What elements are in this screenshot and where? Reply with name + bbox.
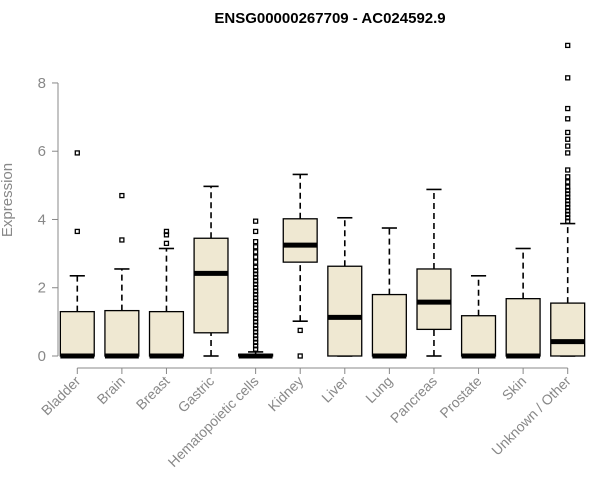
boxes-layer (59, 42, 586, 359)
box-group (193, 185, 229, 357)
outlier-point (252, 218, 259, 224)
box-group (148, 228, 185, 359)
box-iqr (505, 298, 541, 357)
x-tick-label: Unknown / Other (488, 373, 574, 459)
outlier-point (565, 174, 571, 180)
box-iqr (104, 309, 140, 357)
x-tick-label: Liver (318, 373, 351, 406)
box-iqr (416, 268, 452, 331)
x-tick-label: Breast (133, 373, 173, 413)
x-tick-label: Lung (362, 373, 395, 406)
outlier-point (119, 237, 125, 243)
outlier-point (74, 228, 80, 235)
x-tick-label: Pancreas (387, 373, 440, 426)
box-iqr (282, 218, 318, 263)
outlier-point (252, 228, 259, 235)
x-tick-label: Skin (499, 373, 530, 404)
x-tick-label: Bladder (38, 373, 84, 419)
y-tick-label: 0 (38, 348, 46, 365)
box-iqr (371, 293, 407, 357)
outlier-point (297, 353, 303, 359)
outlier-point (565, 143, 571, 149)
x-tick-label: Prostate (436, 373, 484, 421)
outlier-point (163, 240, 170, 247)
outlier-point (119, 192, 125, 199)
outlier-point (565, 42, 571, 49)
box-group (550, 42, 586, 357)
y-tick-label: 6 (38, 143, 46, 160)
y-tick-label: 8 (38, 75, 46, 92)
y-axis-label: Expression (0, 163, 16, 237)
outlier-point (565, 179, 571, 185)
box-group (416, 188, 452, 357)
outlier-point (252, 264, 259, 270)
outlier-point (297, 327, 303, 334)
x-tick-label: Brain (94, 373, 128, 407)
outlier-point (252, 254, 259, 260)
box-iqr (550, 302, 586, 357)
outlier-point (565, 167, 571, 173)
outlier-point (565, 116, 571, 122)
y-tick-label: 4 (38, 211, 46, 228)
chart-title: ENSG00000267709 - AC024592.9 (214, 10, 445, 27)
box-group (327, 216, 363, 357)
outlier-point (565, 136, 571, 142)
outlier-point (252, 259, 259, 265)
outlier-point (565, 105, 571, 112)
box-iqr (59, 310, 95, 357)
outlier-point (565, 150, 571, 156)
y-axis: 0 2 4 6 8 (38, 75, 59, 365)
box-group (238, 218, 274, 359)
outlier-point (565, 129, 571, 136)
outlier-point (252, 249, 259, 255)
outlier-point (163, 228, 170, 235)
outlier-point (565, 75, 571, 81)
box-iqr (460, 315, 497, 357)
outlier-point (74, 150, 80, 156)
box-group (371, 227, 407, 359)
box-group (104, 192, 140, 359)
box-iqr (148, 310, 185, 357)
box-iqr (327, 265, 363, 357)
box-group (282, 173, 318, 359)
outlier-point (252, 239, 259, 245)
x-tick-label: Kidney (265, 373, 307, 415)
outlier-point (565, 184, 571, 190)
box-group (505, 247, 541, 359)
outlier-point (252, 244, 259, 250)
box-group (460, 274, 497, 359)
y-tick-label: 2 (38, 280, 46, 297)
box-group (59, 150, 95, 359)
x-tick-label: Gastric (174, 373, 217, 416)
box-iqr (193, 237, 229, 334)
